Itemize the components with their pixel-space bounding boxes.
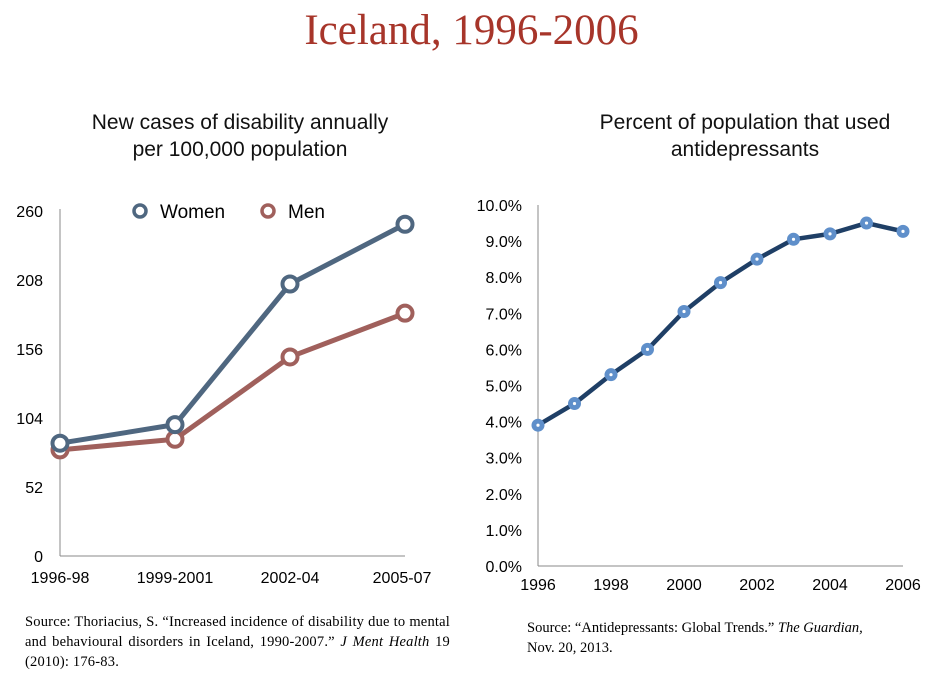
x-tick-label: 1998 [593, 577, 629, 594]
data-point-center [718, 281, 723, 285]
x-tick-label: 1996 [520, 577, 556, 594]
data-point-center [828, 232, 832, 236]
data-point-center [864, 221, 869, 225]
x-tick-label: 2002-04 [261, 570, 320, 587]
y-tick-label: 10.0% [477, 198, 522, 215]
data-point-women [280, 274, 300, 294]
y-tick-label: 7.0% [486, 306, 522, 323]
y-tick-label: 4.0% [486, 415, 522, 432]
data-point-center [901, 229, 905, 233]
data-point-center [645, 347, 650, 351]
data-point-women [395, 214, 415, 234]
legend-label-men: Men [288, 202, 325, 223]
source-date: Nov. 20, 2013. [527, 640, 613, 656]
y-tick-label: 156 [16, 342, 43, 359]
legend-marker-men [260, 203, 276, 219]
data-point-center [755, 257, 759, 261]
series-line-women [59, 222, 407, 446]
legend-label-women: Women [160, 202, 225, 223]
source-journal: The Guardian, [777, 620, 863, 636]
legend-marker-women [132, 203, 148, 219]
disability-chart-source: Source: Thoriacius, S. “Increased incide… [25, 612, 450, 672]
data-point-men [395, 303, 415, 323]
antidepressant-chart-title-line2: antidepressants [670, 138, 820, 161]
x-tick-label: 2005-07 [373, 570, 432, 587]
data-point-center [536, 423, 540, 427]
disability-chart-title-line1: New cases of disability annually [91, 111, 389, 134]
y-tick-label: 3.0% [486, 451, 522, 468]
y-tick-label: 9.0% [486, 234, 522, 251]
data-point-center [609, 373, 613, 377]
antidepressant-chart-title-line1: Percent of population that used [599, 111, 891, 134]
series-line-antidepressants [536, 220, 904, 428]
x-tick-label: 2006 [885, 577, 921, 594]
disability-chart-title-line2: per 100,000 population [132, 138, 348, 161]
page-title: Iceland, 1996-2006 [304, 7, 639, 54]
source-text: Source: Thoriacius, S. “Increased incide… [25, 614, 450, 650]
x-tick-label: 1999-2001 [137, 570, 214, 587]
series-line-men [59, 310, 406, 453]
source-text: Source: “Antidepressants: Global Trends.… [527, 620, 778, 636]
y-tick-label: 6.0% [486, 342, 522, 359]
y-tick-label: 1.0% [486, 523, 522, 540]
data-point-men [280, 347, 300, 367]
antidepressant-chart-source: Source: “Antidepressants: Global Trends.… [527, 618, 937, 658]
y-tick-label: 0 [34, 549, 43, 566]
data-point-women [165, 415, 185, 435]
y-tick-label: 0.0% [486, 559, 522, 576]
x-tick-label: 2000 [666, 577, 702, 594]
y-tick-label: 8.0% [486, 270, 522, 287]
y-tick-label: 104 [16, 411, 43, 428]
data-point-center [791, 237, 796, 241]
y-tick-label: 2.0% [486, 487, 522, 504]
data-point-center [682, 309, 686, 314]
data-point-women [50, 433, 70, 453]
y-tick-label: 260 [16, 204, 43, 221]
antidepressant-chart-title: Percent of population that used antidepr… [545, 109, 943, 163]
y-tick-label: 52 [25, 480, 43, 497]
y-tick-label: 5.0% [486, 379, 522, 396]
x-tick-label: 2002 [739, 577, 775, 594]
x-tick-label: 1996-98 [31, 570, 90, 587]
source-citation: 19 (2010): 176-83. [25, 634, 450, 670]
x-tick-label: 2004 [812, 577, 848, 594]
source-journal: J Ment Health [340, 634, 430, 650]
disability-chart-title: New cases of disability annually per 100… [40, 109, 440, 163]
y-tick-label: 208 [16, 273, 43, 290]
data-point-center [572, 401, 577, 406]
